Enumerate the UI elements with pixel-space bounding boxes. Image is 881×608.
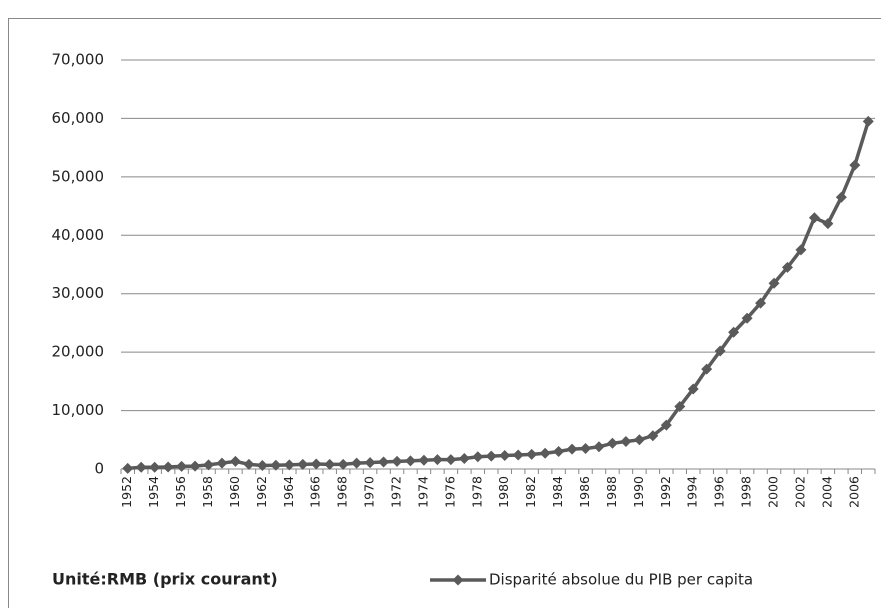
x-tick-label: 1962 <box>254 476 269 508</box>
marker <box>324 458 336 470</box>
x-tick-label: 1976 <box>442 476 457 508</box>
x-tick-label: 1970 <box>362 476 377 508</box>
marker <box>701 363 713 375</box>
marker <box>310 458 322 470</box>
unit-note: Unité:RMB (prix courant) <box>52 570 278 589</box>
marker <box>808 212 820 224</box>
x-tick-label: 1966 <box>308 476 323 508</box>
marker <box>539 447 551 459</box>
marker <box>162 461 174 473</box>
marker <box>512 449 524 461</box>
y-tick-label: 0 <box>94 460 104 478</box>
x-tick-label: 2004 <box>819 476 834 508</box>
x-tick-label: 2006 <box>846 476 861 508</box>
marker <box>781 261 793 273</box>
marker <box>593 441 605 453</box>
marker <box>431 454 443 466</box>
x-tick-label: 1984 <box>550 476 565 508</box>
marker <box>485 450 497 462</box>
x-tick-label: 1968 <box>335 476 350 508</box>
marker <box>216 457 228 469</box>
y-tick-label: 40,000 <box>52 226 105 244</box>
y-tick-label: 70,000 <box>52 51 105 69</box>
x-tick-label: 1994 <box>685 476 700 508</box>
marker <box>862 115 874 127</box>
y-tick-label: 20,000 <box>52 343 105 361</box>
marker <box>553 445 565 457</box>
marker <box>633 434 645 446</box>
marker <box>728 326 740 338</box>
x-tick-label: 1980 <box>496 476 511 508</box>
marker <box>283 459 295 471</box>
y-tick-label: 30,000 <box>52 284 105 302</box>
legend-label: Disparité absolue du PIB per capita <box>489 571 753 589</box>
x-tick-label: 2000 <box>766 476 781 508</box>
marker <box>229 455 241 467</box>
marker <box>404 455 416 467</box>
marker <box>418 454 430 466</box>
marker <box>122 462 134 474</box>
y-tick-label: 10,000 <box>52 401 105 419</box>
marker <box>714 345 726 357</box>
marker <box>647 430 659 442</box>
marker <box>458 452 470 464</box>
y-tick-label: 60,000 <box>52 109 105 127</box>
marker <box>270 459 282 471</box>
x-tick-label: 1952 <box>119 476 134 508</box>
marker <box>351 457 363 469</box>
marker <box>795 244 807 256</box>
marker <box>687 383 699 395</box>
marker <box>674 400 686 412</box>
marker <box>526 448 538 460</box>
marker <box>499 450 511 462</box>
x-tick-label: 1954 <box>146 476 161 508</box>
x-tick-label: 1958 <box>200 476 215 508</box>
x-tick-label: 1992 <box>658 476 673 508</box>
y-tick-label: 50,000 <box>52 167 105 185</box>
marker <box>620 436 632 448</box>
marker <box>297 458 309 470</box>
x-tick-label: 1986 <box>577 476 592 508</box>
chart-frame <box>8 18 881 608</box>
marker <box>337 458 349 470</box>
x-tick-label: 1972 <box>389 476 404 508</box>
x-tick-label: 1974 <box>415 476 430 508</box>
x-tick-label: 1960 <box>227 476 242 508</box>
marker <box>378 456 390 468</box>
marker <box>149 461 161 473</box>
marker <box>189 460 201 472</box>
x-tick-label: 1956 <box>173 476 188 508</box>
marker <box>835 191 847 203</box>
marker <box>566 443 578 455</box>
marker <box>364 457 376 469</box>
marker <box>755 297 767 309</box>
marker <box>741 312 753 324</box>
marker <box>256 459 268 471</box>
marker <box>391 455 403 467</box>
marker <box>472 451 484 463</box>
marker <box>580 443 592 455</box>
legend-marker <box>452 574 464 586</box>
marker <box>606 437 618 449</box>
x-tick-label: 1998 <box>739 476 754 508</box>
x-tick-label: 1982 <box>523 476 538 508</box>
marker <box>135 461 147 473</box>
marker <box>445 454 457 466</box>
marker <box>176 460 188 472</box>
marker <box>243 458 255 470</box>
marker <box>660 419 672 431</box>
marker <box>849 159 861 171</box>
x-tick-label: 1964 <box>281 476 296 508</box>
x-tick-label: 2002 <box>792 476 807 508</box>
x-tick-label: 1978 <box>469 476 484 508</box>
x-tick-label: 1990 <box>631 476 646 508</box>
x-tick-label: 1996 <box>712 476 727 508</box>
marker <box>822 218 834 230</box>
marker <box>768 277 780 289</box>
marker <box>203 459 215 471</box>
x-tick-label: 1988 <box>604 476 619 508</box>
